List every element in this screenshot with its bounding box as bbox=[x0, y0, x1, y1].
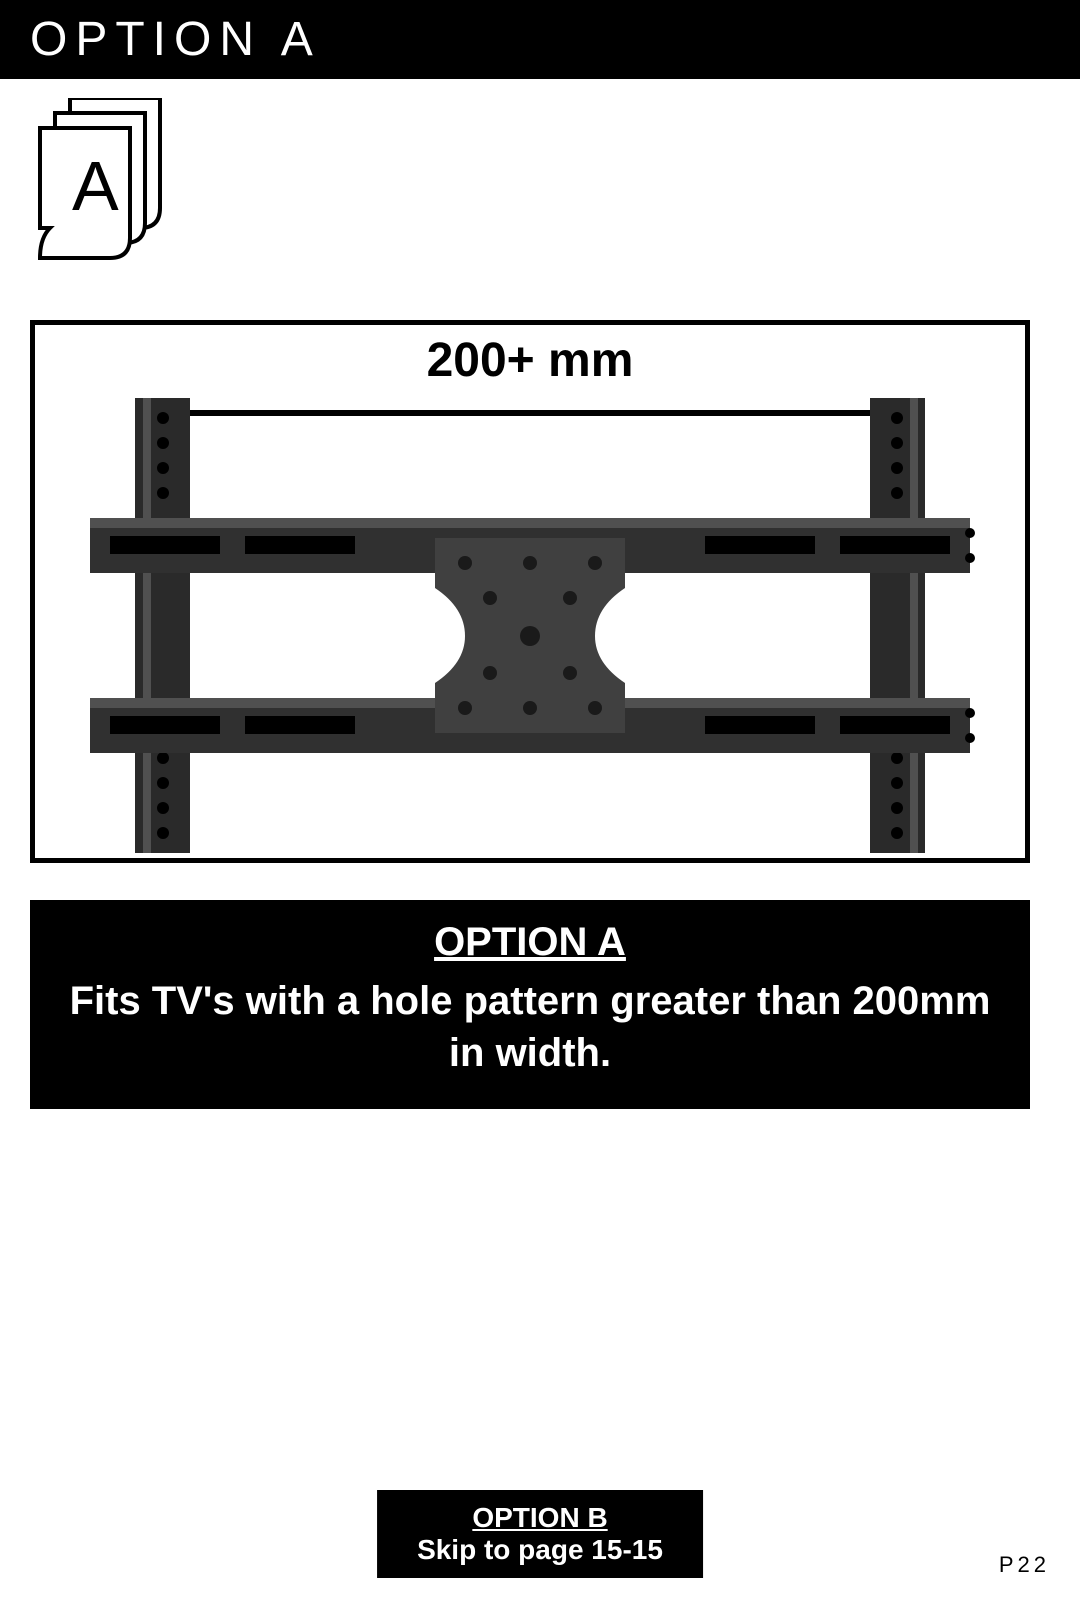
header-title: OPTION A bbox=[30, 13, 321, 66]
diagram-image bbox=[35, 388, 1025, 858]
page-icon-letter: A bbox=[72, 147, 119, 225]
diagram-container: 200+ mm bbox=[30, 320, 1030, 863]
page-number: P22 bbox=[999, 1552, 1050, 1578]
skip-box-title: OPTION B bbox=[417, 1502, 663, 1534]
diagram-measurement-label: 200+ mm bbox=[35, 325, 1025, 388]
info-box: OPTION A Fits TV's with a hole pattern g… bbox=[30, 900, 1030, 1109]
skip-box: OPTION B Skip to page 15-15 bbox=[377, 1490, 703, 1578]
info-box-description: Fits TV's with a hole pattern greater th… bbox=[60, 975, 1000, 1079]
skip-box-text: Skip to page 15-15 bbox=[417, 1534, 663, 1566]
header-bar: OPTION A bbox=[0, 0, 1080, 79]
page-stack-icon: A bbox=[30, 98, 180, 273]
info-box-title: OPTION A bbox=[60, 920, 1000, 965]
